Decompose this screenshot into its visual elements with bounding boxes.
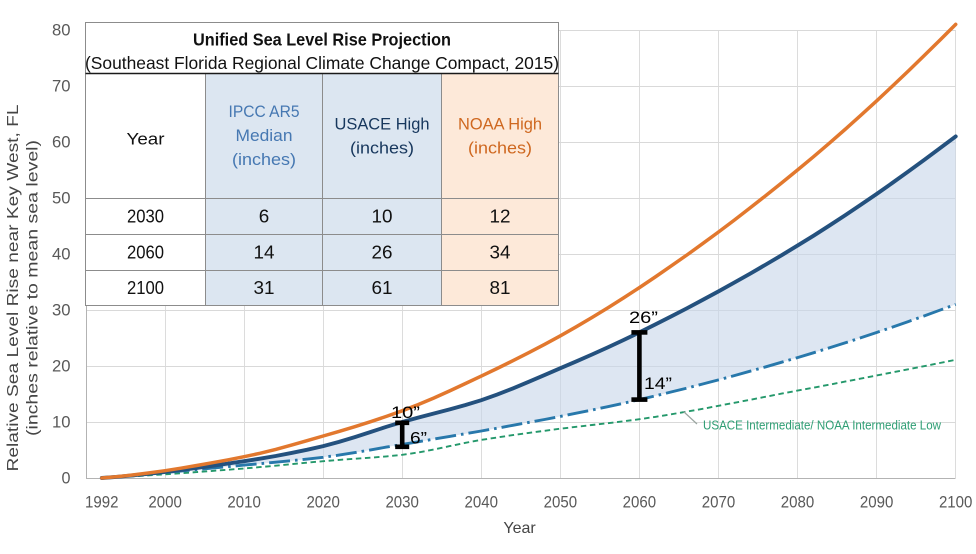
svg-text:USACE Intermediate/ NOAA Inter: USACE Intermediate/ NOAA Intermediate Lo… <box>703 418 942 433</box>
svg-text:70: 70 <box>52 78 71 96</box>
svg-text:2080: 2080 <box>781 494 815 512</box>
svg-text:34: 34 <box>490 242 511 263</box>
svg-text:20: 20 <box>52 358 71 376</box>
svg-text:31: 31 <box>254 277 275 298</box>
svg-text:40: 40 <box>52 246 71 264</box>
svg-text:2040: 2040 <box>465 494 499 512</box>
svg-text:(Southeast Florida Regional Cl: (Southeast Florida Regional Climate Chan… <box>85 53 559 73</box>
svg-text:2060: 2060 <box>127 242 164 263</box>
svg-text:Relative Sea Level Rise near K: Relative Sea Level Rise near Key West, F… <box>5 104 22 471</box>
svg-text:50: 50 <box>52 190 71 208</box>
svg-text:Unified Sea Level Rise Project: Unified Sea Level Rise Projection <box>193 30 451 50</box>
svg-text:60: 60 <box>52 134 71 152</box>
svg-text:IPCC AR5: IPCC AR5 <box>229 102 300 121</box>
svg-text:10: 10 <box>372 206 393 227</box>
svg-text:2090: 2090 <box>860 494 894 512</box>
svg-text:26”: 26” <box>629 309 658 327</box>
svg-text:14: 14 <box>254 242 275 263</box>
svg-text:2010: 2010 <box>227 494 261 512</box>
svg-text:26: 26 <box>372 242 393 263</box>
svg-text:10”: 10” <box>391 404 420 422</box>
svg-text:Median: Median <box>236 126 293 145</box>
svg-text:12: 12 <box>490 206 511 227</box>
svg-text:Year: Year <box>127 130 165 149</box>
svg-text:(inches): (inches) <box>350 139 414 158</box>
svg-text:10: 10 <box>52 414 71 432</box>
svg-text:NOAA High: NOAA High <box>458 115 542 134</box>
svg-text:2100: 2100 <box>127 277 164 298</box>
svg-text:2070: 2070 <box>702 494 736 512</box>
svg-text:2060: 2060 <box>623 494 657 512</box>
svg-text:2030: 2030 <box>385 494 419 512</box>
svg-text:(inches relative to mean sea l: (inches relative to mean sea level) <box>25 140 42 436</box>
svg-text:30: 30 <box>52 302 71 320</box>
svg-text:2050: 2050 <box>544 494 578 512</box>
svg-text:0: 0 <box>62 470 71 488</box>
svg-text:61: 61 <box>372 277 393 298</box>
svg-text:2030: 2030 <box>127 206 164 227</box>
svg-text:6”: 6” <box>410 430 427 448</box>
svg-text:80: 80 <box>52 22 71 40</box>
svg-text:Year: Year <box>503 520 536 537</box>
svg-text:2020: 2020 <box>306 494 340 512</box>
svg-text:USACE High: USACE High <box>335 115 430 134</box>
svg-text:2100: 2100 <box>939 494 973 512</box>
svg-text:1992: 1992 <box>85 494 119 512</box>
svg-text:(inches): (inches) <box>468 139 532 158</box>
svg-text:2000: 2000 <box>148 494 182 512</box>
svg-text:14”: 14” <box>644 375 672 393</box>
svg-text:81: 81 <box>490 277 511 298</box>
svg-text:(inches): (inches) <box>232 150 296 169</box>
svg-text:6: 6 <box>259 206 270 227</box>
